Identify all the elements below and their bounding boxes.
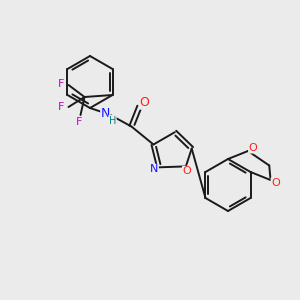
- Text: O: O: [249, 143, 257, 153]
- Text: F: F: [58, 102, 65, 112]
- Text: O: O: [182, 167, 191, 176]
- Text: N: N: [150, 164, 158, 174]
- Text: N: N: [101, 107, 110, 120]
- Text: O: O: [271, 178, 280, 188]
- Text: O: O: [140, 96, 149, 109]
- Text: F: F: [76, 117, 83, 127]
- Text: H: H: [109, 116, 116, 125]
- Text: F: F: [58, 79, 65, 89]
